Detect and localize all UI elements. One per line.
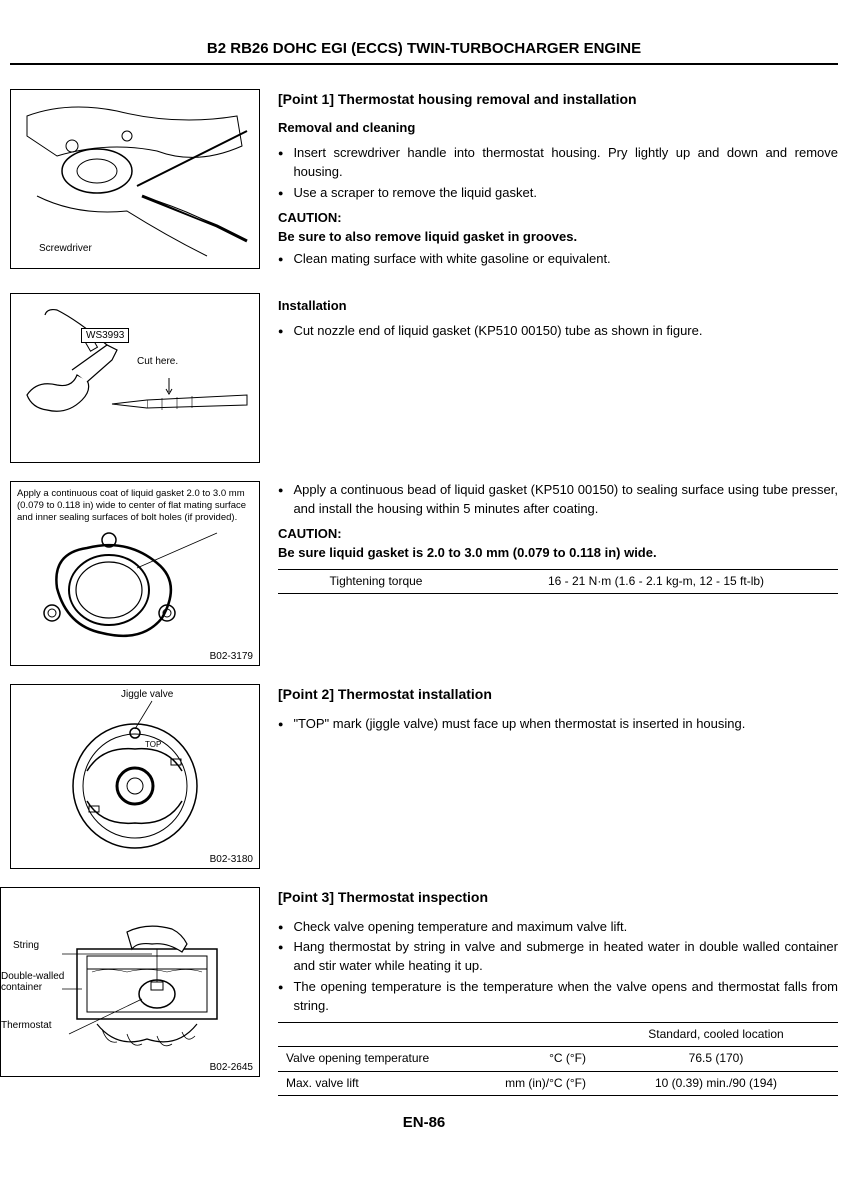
tube-cut-diagram-icon — [17, 300, 253, 456]
caution-label-1: CAUTION: — [278, 209, 838, 228]
point3-b1: Check valve opening temperature and maxi… — [293, 918, 627, 937]
install2-bullets: Apply a continuous bead of liquid gasket… — [278, 481, 838, 519]
row2-unit: mm (in)/°C (°F) — [505, 1075, 586, 1092]
removal-b1: Insert screwdriver handle into thermosta… — [293, 144, 838, 182]
caution-text-2: Be sure liquid gasket is 2.0 to 3.0 mm (… — [278, 544, 838, 563]
caution-text-1: Be sure to also remove liquid gasket in … — [278, 228, 838, 247]
removal-b3: Clean mating surface with white gasoline… — [293, 250, 610, 269]
removal-b2: Use a scraper to remove the liquid gaske… — [293, 184, 537, 203]
installation-b1: Cut nozzle end of liquid gasket (KP510 0… — [293, 322, 702, 341]
installation-title: Installation — [278, 297, 838, 316]
row1-value: 76.5 (170) — [594, 1047, 838, 1071]
fig5-label: B02-2645 — [210, 1062, 253, 1073]
point3-content: [Point 3] Thermostat inspection Check va… — [278, 887, 838, 1096]
figure-inspection: String Double-walled container Thermosta… — [0, 887, 260, 1077]
row-installation: WS3993 Cut here. Installation Cut nozzle… — [0, 293, 848, 463]
callout-cut-here: Cut here. — [137, 356, 178, 367]
callout-string: String — [13, 940, 39, 951]
point2-bullets: "TOP" mark (jiggle valve) must face up w… — [278, 715, 838, 734]
point1-title: [Point 1] Thermostat housing removal and… — [278, 89, 838, 109]
fig4-label: B02-3180 — [210, 854, 253, 865]
point3-b2: Hang thermostat by string in valve and s… — [293, 938, 838, 976]
torque-table: Tightening torque 16 - 21 N·m (1.6 - 2.1… — [278, 569, 838, 594]
callout-container: Double-walled container — [1, 971, 67, 993]
removal-title: Removal and cleaning — [278, 119, 838, 138]
removal-bullets: Insert screwdriver handle into thermosta… — [278, 144, 838, 203]
row-gasket-bead: Apply a continuous coat of liquid gasket… — [0, 481, 848, 666]
torque-label: Tightening torque — [278, 569, 474, 593]
removal-bullets-2: Clean mating surface with white gasoline… — [278, 250, 838, 269]
row-point3: String Double-walled container Thermosta… — [0, 887, 848, 1096]
point3-title: [Point 3] Thermostat inspection — [278, 887, 838, 907]
table-header: Standard, cooled location — [594, 1022, 838, 1046]
fig3-label: B02-3179 — [210, 651, 253, 662]
screwdriver-diagram-icon — [17, 96, 253, 262]
installation-bullets: Cut nozzle end of liquid gasket (KP510 0… — [278, 322, 838, 341]
thermostat-top-icon: TOP — [17, 691, 253, 861]
row-point2: TOP Jiggle valve B02-3180 [Point 2] Ther… — [0, 684, 848, 869]
torque-value: 16 - 21 N·m (1.6 - 2.1 kg-m, 12 - 15 ft-… — [474, 569, 838, 593]
page-header: B2 RB26 DOHC EGI (ECCS) TWIN-TURBOCHARGE… — [10, 40, 838, 65]
point2-content: [Point 2] Thermostat installation "TOP" … — [278, 684, 838, 869]
row1-label: Valve opening temperature — [286, 1051, 429, 1065]
point3-b3: The opening temperature is the temperatu… — [293, 978, 838, 1016]
row2-label: Max. valve lift — [286, 1076, 359, 1090]
point3-bullets: Check valve opening temperature and maxi… — [278, 918, 838, 1016]
row2-value: 10 (0.39) min./90 (194) — [594, 1071, 838, 1095]
row1-unit: °C (°F) — [549, 1050, 586, 1067]
figure-screwdriver: Screwdriver — [10, 89, 260, 269]
fig3-caption: Apply a continuous coat of liquid gasket… — [17, 488, 253, 524]
callout-thermostat: Thermostat — [1, 1020, 52, 1031]
caution-label-2: CAUTION: — [278, 525, 838, 544]
installation-content: Installation Cut nozzle end of liquid ga… — [278, 293, 838, 463]
point1-content: [Point 1] Thermostat housing removal and… — [278, 89, 838, 275]
row-point1-removal: Screwdriver [Point 1] Thermostat housing… — [0, 89, 848, 275]
callout-jiggle: Jiggle valve — [121, 689, 173, 700]
gasket-flange-icon — [17, 528, 253, 643]
figure-gasket: Apply a continuous coat of liquid gasket… — [10, 481, 260, 666]
figure-thermostat-top: TOP Jiggle valve B02-3180 — [10, 684, 260, 869]
inspection-table: Standard, cooled location Valve opening … — [278, 1022, 838, 1096]
point2-title: [Point 2] Thermostat installation — [278, 684, 838, 704]
callout-ws3993: WS3993 — [81, 328, 129, 343]
callout-screwdriver: Screwdriver — [39, 243, 92, 254]
page-number: EN-86 — [0, 1114, 848, 1131]
svg-text:TOP: TOP — [145, 740, 161, 749]
figure-tube: WS3993 Cut here. — [10, 293, 260, 463]
point2-b1: "TOP" mark (jiggle valve) must face up w… — [293, 715, 745, 734]
install2-b1: Apply a continuous bead of liquid gasket… — [293, 481, 838, 519]
install2-content: Apply a continuous bead of liquid gasket… — [278, 481, 838, 666]
